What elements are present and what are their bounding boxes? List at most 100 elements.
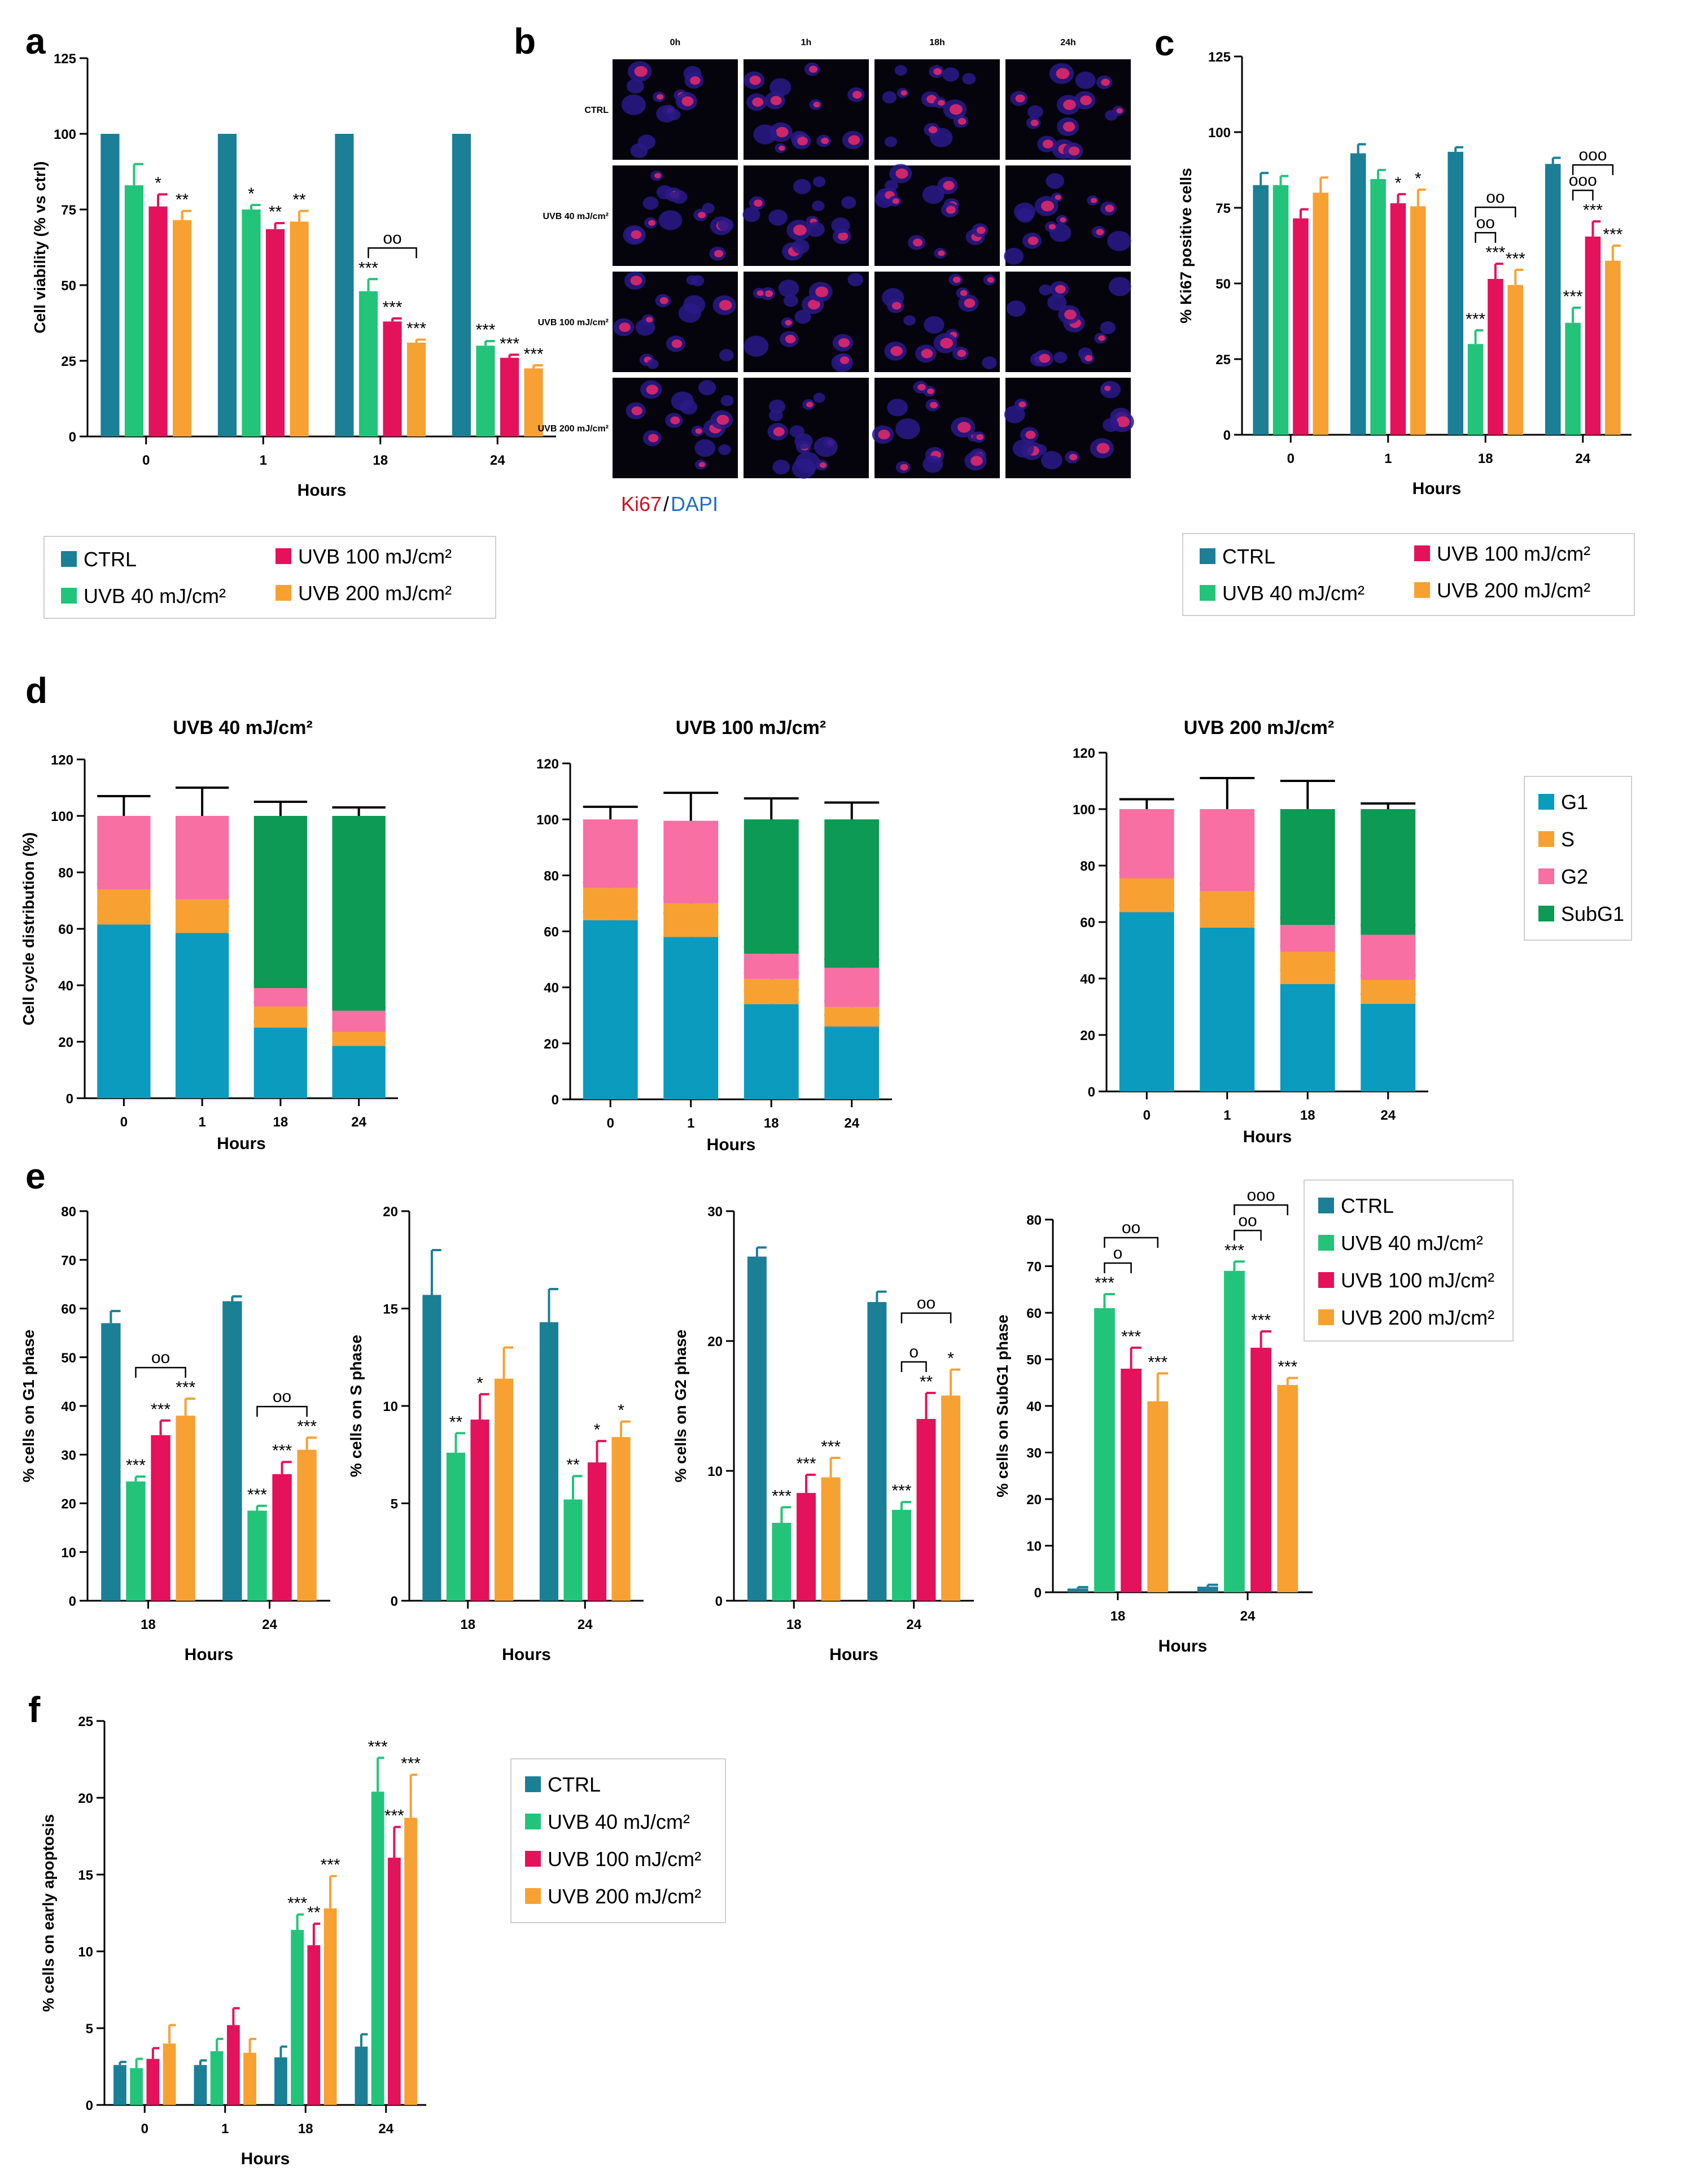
legend-label: UVB 200 mJ/cm² <box>1437 579 1590 602</box>
ki67-signal <box>976 226 986 234</box>
significance-bracket <box>900 1361 927 1372</box>
stain-label-dapi: DAPI <box>671 492 718 516</box>
bar-ctrl <box>217 134 237 436</box>
ki67-signal <box>838 338 850 348</box>
ki67-signal <box>917 383 926 391</box>
bar-uvb200 <box>290 221 309 436</box>
stacked-bar-g2 <box>253 988 308 1007</box>
y-tick-label: 20 <box>1080 1028 1095 1043</box>
legend-swatch <box>1538 831 1554 847</box>
x-axis-label: Hours <box>502 1645 551 1664</box>
bracket-label: οο <box>917 1294 935 1313</box>
bar-uvb100 <box>383 321 402 436</box>
significance-label: * <box>476 1374 483 1392</box>
y-axis-label: Cell cycle distribution (%) <box>20 832 37 1025</box>
dapi-nucleus <box>794 309 811 324</box>
legend-swatch <box>1318 1309 1334 1325</box>
significance-label: *** <box>358 259 378 277</box>
ki67-signal <box>891 302 902 310</box>
bar-uvb40 <box>476 346 495 436</box>
stacked-bar-s <box>1361 980 1416 1004</box>
stacked-bar-g2 <box>175 816 229 899</box>
y-tick-label: 80 <box>58 866 73 881</box>
x-axis-label: Hours <box>829 1645 878 1664</box>
dapi-nucleus <box>813 392 825 403</box>
bar-ctrl <box>100 134 120 436</box>
bracket-label: οοο <box>1247 1186 1275 1204</box>
x-tick-label: 0 <box>142 453 150 468</box>
bar-uvb40 <box>210 2051 224 2105</box>
significance-label: *** <box>475 321 495 339</box>
legend-swatch <box>1538 906 1554 921</box>
ki67-signal <box>1069 453 1078 461</box>
bracket-label: οο <box>383 229 401 247</box>
dapi-nucleus <box>924 316 944 334</box>
ki67-signal <box>698 212 706 219</box>
y-tick-label: 75 <box>1215 201 1231 216</box>
dapi-nucleus <box>982 356 997 369</box>
ki67-signal <box>670 416 680 425</box>
dapi-nucleus <box>1105 110 1118 121</box>
y-tick-label: 30 <box>707 1204 723 1220</box>
x-tick-label: 18 <box>1110 1609 1126 1624</box>
y-tick-label: 5 <box>86 2021 93 2037</box>
stacked-bar-g2 <box>97 816 151 889</box>
dapi-nucleus <box>772 460 790 475</box>
ki67-signal <box>938 250 945 256</box>
ki67-signal <box>646 317 653 323</box>
panel-b-micrographs: b 0h 1h 18h 24h CTRL UVB 40 mJ/cm² UVB 100 mJ/c… <box>514 21 1134 516</box>
dapi-nucleus <box>1108 277 1131 296</box>
dapi-nucleus <box>841 196 856 209</box>
bar-ctrl <box>747 1256 767 1601</box>
y-tick-label: 0 <box>86 2098 93 2113</box>
y-tick-label: 120 <box>1073 746 1095 761</box>
significance-label: * <box>155 174 161 193</box>
bar-ctrl <box>113 2065 126 2105</box>
dapi-nucleus <box>903 315 916 326</box>
y-tick-label: 80 <box>1026 1213 1042 1228</box>
y-tick-label: 60 <box>544 925 559 940</box>
dapi-nucleus <box>702 203 715 214</box>
bar-uvb40 <box>891 1510 911 1601</box>
dapi-nucleus <box>942 67 959 82</box>
significance-label: ** <box>292 191 306 209</box>
y-tick-label: 15 <box>78 1868 93 1883</box>
x-axis-label: Hours <box>1243 1128 1292 1146</box>
significance-label: *** <box>1466 310 1485 329</box>
bar-uvb100 <box>1585 236 1601 435</box>
stacked-bar-g1 <box>253 1028 308 1098</box>
ki67-signal <box>1105 204 1114 212</box>
dapi-nucleus <box>768 409 783 422</box>
chart-d2: UVB 100 mJ/cm² 0 20 40 60 80 100 120 Hours 0 1 18 24 <box>536 717 892 1154</box>
ki67-signal <box>838 232 849 241</box>
dapi-nucleus <box>1047 294 1067 311</box>
x-tick-label: 18 <box>298 2121 313 2137</box>
significance-bracket <box>1475 231 1497 243</box>
dapi-nucleus <box>768 209 788 226</box>
legend-label: SubG1 <box>1561 902 1624 925</box>
ki67-signal <box>946 206 956 214</box>
bracket-label: οο <box>1476 213 1495 232</box>
ki67-signal <box>938 100 945 106</box>
dapi-nucleus <box>1004 405 1025 423</box>
y-tick-label: 50 <box>1026 1353 1042 1368</box>
bar-uvb200 <box>1313 193 1329 435</box>
bracket-label: οοο <box>1578 146 1607 164</box>
legend-swatch <box>1414 545 1430 561</box>
stacked-bar-g1 <box>824 1027 880 1099</box>
legend-label: CTRL <box>84 548 137 571</box>
bar-uvb40 <box>371 1792 384 2105</box>
significance-bracket <box>1104 1237 1158 1248</box>
significance-label: *** <box>1095 1274 1114 1292</box>
x-tick-label: 1 <box>221 2121 229 2137</box>
stacked-bar-subg1 <box>332 816 386 1011</box>
ki67-signal <box>797 137 808 146</box>
legend-swatch <box>525 1814 541 1829</box>
micrograph-column-label: 0h <box>670 38 681 47</box>
y-tick-label: 0 <box>1088 1085 1095 1100</box>
bar-ctrl <box>452 134 471 436</box>
stacked-bar-g2 <box>332 1011 386 1032</box>
bar-uvb200 <box>494 1378 514 1601</box>
ki67-signal <box>1018 401 1026 408</box>
